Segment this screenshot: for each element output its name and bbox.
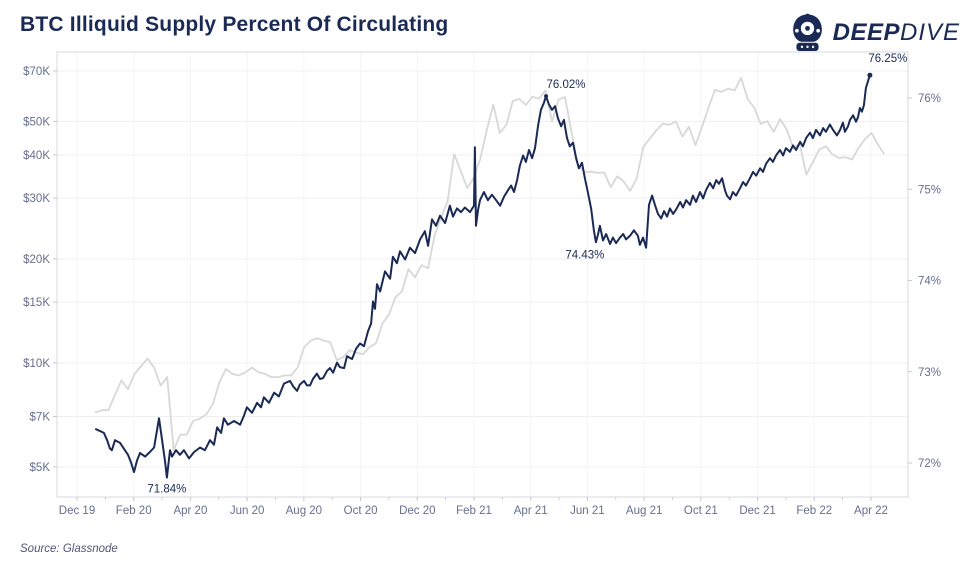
x-axis-label: Oct 21	[684, 505, 718, 517]
x-axis-label: Aug 20	[286, 505, 322, 517]
x-axis-label: Oct 20	[344, 505, 378, 517]
annotation-label: 76.02%	[547, 79, 586, 91]
right-axis-label: 72%	[918, 458, 941, 470]
left-axis-label: $50K	[23, 116, 50, 128]
x-axis-label: Aug 21	[626, 505, 662, 517]
illiquid-line-series	[95, 74, 871, 479]
left-axis-label: $70K	[23, 66, 50, 78]
logo-word-deep: DEEP	[832, 19, 900, 46]
x-axis-label: Dec 21	[739, 505, 775, 517]
x-axis-label: Feb 21	[456, 505, 492, 517]
x-axis-label: Jun 20	[230, 505, 265, 517]
left-axis-label: $7K	[30, 412, 51, 424]
page-title: BTC Illiquid Supply Percent Of Circulati…	[20, 13, 449, 36]
source-note: Source: Glassnode	[20, 543, 118, 555]
plot-border	[56, 51, 909, 498]
diver-helmet-icon	[792, 13, 822, 52]
right-axis-label: 73%	[918, 367, 941, 379]
left-axis-label: $10K	[23, 358, 50, 370]
left-axis-label: $40K	[23, 150, 50, 162]
x-axis-label: Dec 20	[399, 505, 435, 517]
x-axis-label: Apr 22	[854, 505, 888, 517]
x-axis-label: Feb 20	[116, 505, 152, 517]
left-axis-label: $30K	[23, 193, 50, 205]
annotation-label: 71.84%	[147, 484, 186, 496]
price-line-series	[94, 76, 885, 451]
left-axis-label: $15K	[23, 297, 50, 309]
right-axis-label: 75%	[918, 184, 941, 196]
annotation-label: 74.43%	[565, 249, 604, 261]
left-axis-label: $20K	[23, 254, 50, 266]
logo-word-dive: DIVE	[899, 19, 960, 46]
logo-wordmark: DEEPDIVE	[833, 19, 960, 47]
annotation-label: 76.25%	[868, 53, 907, 65]
annotation-marker	[867, 72, 873, 78]
right-axis-label: 74%	[918, 276, 941, 288]
x-axis-label: Apr 20	[173, 505, 207, 517]
right-axis-label: 76%	[918, 93, 941, 105]
x-axis-label: Jun 21	[570, 505, 605, 517]
x-axis-label: Dec 19	[59, 505, 95, 517]
deepdive-logo: DEEPDIVE	[789, 12, 960, 54]
annotation-marker	[544, 94, 549, 99]
x-axis-label: Feb 22	[796, 505, 832, 517]
x-axis-label: Apr 21	[514, 505, 548, 517]
left-axis-label: $5K	[30, 462, 51, 474]
